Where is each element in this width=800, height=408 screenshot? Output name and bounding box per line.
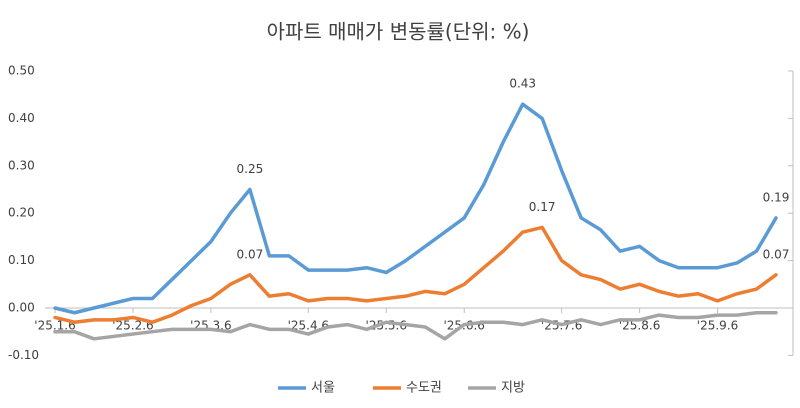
series-line [53, 310, 778, 341]
x-tick-label: '25.2.6 [112, 319, 153, 333]
legend-label: 수도권 [406, 381, 442, 396]
series-line [53, 225, 778, 324]
y-tick-label: 0.20 [8, 206, 35, 220]
x-tick-label: '25.1.6 [34, 319, 75, 333]
data-label: 0.19 [763, 190, 790, 204]
chart-title: 아파트 매매가 변동률(단위: %) [267, 20, 530, 44]
y-tick-label: 0.00 [8, 301, 35, 315]
series-line [53, 102, 778, 315]
data-label: 0.07 [763, 247, 790, 261]
y-tick-label: 0.30 [8, 158, 35, 172]
y-tick-label: 0.50 [8, 64, 35, 78]
data-label: 0.07 [237, 247, 264, 261]
y-tick-label: 0.40 [8, 111, 35, 125]
x-tick-label: '25.8.6 [619, 319, 660, 333]
y-tick-label: 0.10 [8, 253, 35, 267]
data-label: 0.25 [237, 162, 264, 176]
legend-label: 지방 [501, 381, 525, 396]
data-label: 0.17 [529, 200, 556, 214]
legend-label: 서울 [311, 381, 335, 396]
x-tick-label: '25.9.6 [697, 319, 738, 333]
data-label: 0.43 [509, 77, 536, 91]
y-tick-label: -0.10 [8, 348, 39, 362]
